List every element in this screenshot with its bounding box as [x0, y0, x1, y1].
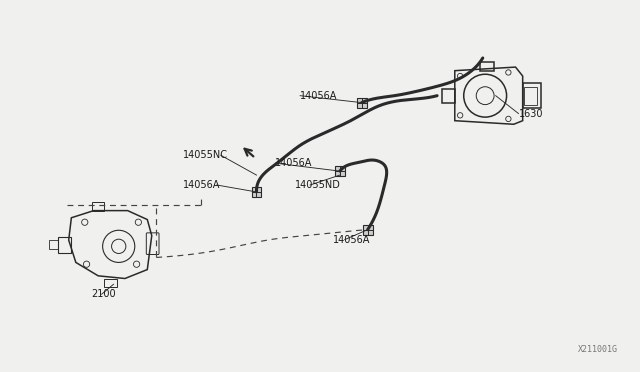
Text: 14055NC: 14055NC — [183, 150, 228, 160]
Text: X211001G: X211001G — [578, 345, 618, 354]
Text: 2100: 2100 — [92, 289, 116, 299]
Bar — [335, 166, 345, 176]
Bar — [92, 202, 104, 211]
Bar — [524, 87, 537, 105]
Text: 1630: 1630 — [518, 109, 543, 119]
Bar — [356, 98, 367, 108]
Bar — [49, 240, 58, 249]
Text: 14056A: 14056A — [275, 158, 313, 168]
Text: 14055ND: 14055ND — [295, 180, 341, 190]
Bar — [252, 187, 262, 197]
Text: 14056A: 14056A — [333, 235, 371, 245]
Text: 14056A: 14056A — [183, 180, 220, 190]
Bar — [104, 279, 117, 288]
Bar — [523, 83, 541, 108]
Bar — [58, 237, 72, 253]
Bar — [363, 225, 372, 235]
Text: 14056A: 14056A — [300, 91, 337, 101]
Bar — [480, 62, 494, 71]
Bar — [442, 89, 455, 103]
